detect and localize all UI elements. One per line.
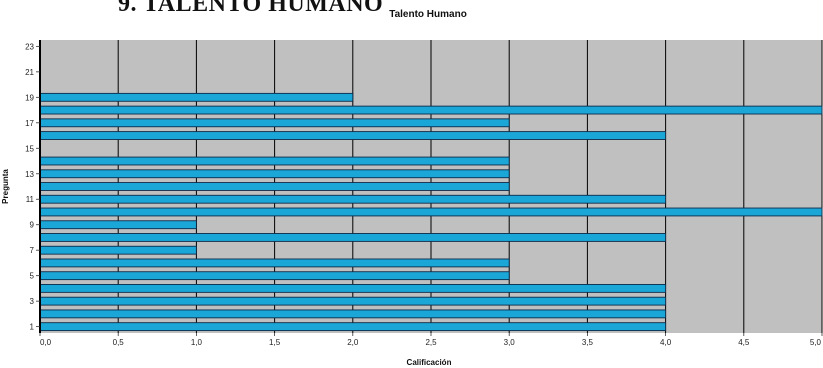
bar [39,233,667,242]
bar [39,322,667,332]
bar [39,245,197,255]
bar [39,258,510,268]
bar [39,105,823,115]
bar [39,207,823,217]
bar [39,131,667,140]
x-tick-label: 0,0 [40,338,52,347]
y-tick-label: 17 [25,119,34,128]
bar [39,182,510,191]
bars [39,92,823,332]
y-tick-label: 23 [25,42,34,51]
bar [39,194,667,204]
y-tick-label: 11 [26,195,35,204]
y-tick-label: 19 [25,93,34,102]
bar [39,169,510,179]
y-tick-label: 21 [25,68,34,77]
bar [39,271,510,281]
x-tick-label: 3,5 [582,338,594,347]
x-tick-label: 1,0 [191,338,203,347]
chart-title: Talento Humano [389,9,467,20]
x-tick-label: 4,5 [738,338,750,347]
x-axis-ticks: 0,0 0,5 1,0 1,5 2,0 2,5 3,0 3,5 4,0 4,5 5,0 [39,333,823,347]
section-heading: 9. TALENTO HUMANO [118,0,383,17]
bar [39,220,197,230]
x-tick-label: 1,5 [269,338,281,347]
x-axis-label: Calificación [407,358,452,367]
bar [39,309,667,319]
y-tick-label: 1 [30,323,35,332]
y-tick-label: 5 [30,272,35,281]
x-tick-label: 2,5 [425,338,437,347]
bar [39,118,510,128]
bar [39,156,510,166]
y-tick-label: 9 [30,221,35,230]
x-tick-label: 5,0 [810,338,822,347]
y-tick-label: 13 [25,170,34,179]
x-tick-label: 4,0 [660,338,672,347]
bar [39,296,667,306]
y-tick-label: 3 [30,297,35,306]
bar [39,284,667,293]
bar [39,92,354,102]
y-axis-label: Pregunta [1,169,10,204]
y-tick-label: 7 [30,246,35,255]
x-tick-label: 2,0 [347,338,359,347]
x-tick-label: 0,5 [113,338,125,347]
y-tick-label: 15 [25,144,34,153]
x-tick-label: 3,0 [504,338,516,347]
